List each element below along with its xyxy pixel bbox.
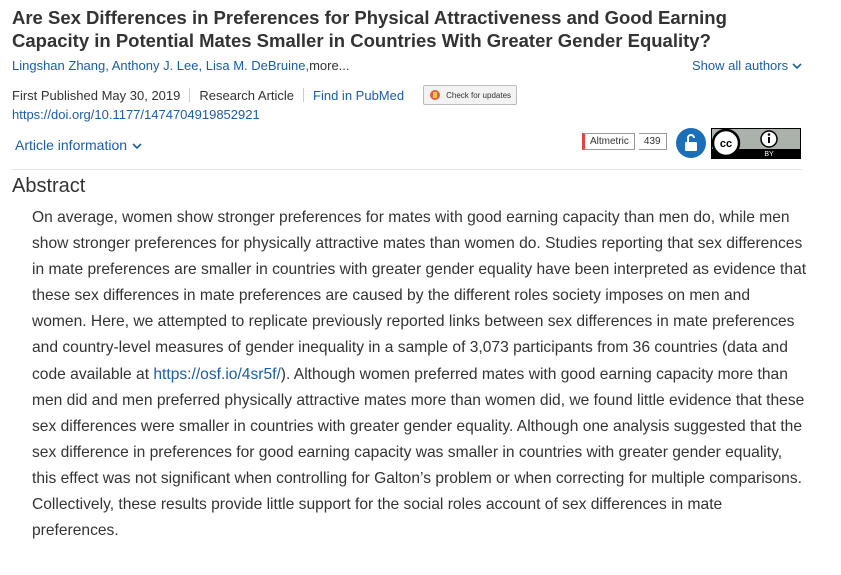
cc-by-badge: cc BY [711,128,801,159]
abstract-heading: Abstract [12,175,86,197]
check-label: Check for updates [446,90,512,100]
by-text: BY [764,151,774,158]
authors: Lingshan Zhang, Anthony J. Lee, Lisa M. … [12,58,350,73]
check-icon [430,90,441,100]
article-info-label[interactable]: Article information [15,137,128,153]
pubmed-link[interactable]: Find in PubMed [313,87,405,103]
show-all-authors[interactable]: Show all authors [692,58,802,73]
doi-link[interactable]: https://doi.org/10.1177/1474704919852921 [12,107,260,122]
show-all-label[interactable]: Show all authors [692,58,789,73]
author[interactable]: Lisa M. DeBruine, [205,58,310,73]
more[interactable]: more... [309,58,350,73]
article-type: Research Article [199,87,295,103]
meta-row: First Published May 30, 2019 Research Ar… [12,85,518,105]
published: First Published May 30, 2019 [12,87,181,103]
abstract-text: On average, women show stronger preferen… [32,205,807,544]
abstract-part: On average, women show stronger preferen… [32,209,807,383]
article-info[interactable]: Article information [15,137,143,153]
abstract-part: ). Although women preferred mates with g… [32,365,805,540]
author[interactable]: Lingshan Zhang, [12,58,109,73]
cc-text: cc [720,138,732,150]
altmetric-count: 439 [638,133,667,150]
altmetric[interactable]: Altmetric 439 [582,133,667,150]
chevron [792,63,802,70]
article-title: Are Sex Differences in Preferences for P… [12,7,727,51]
author[interactable]: Anthony J. Lee, [111,58,203,73]
osf-link[interactable]: https://osf.io/4sr5f/ [153,365,281,383]
altmetric-label: Altmetric [582,133,635,150]
open-access-icon [676,128,706,158]
check-updates[interactable]: Check for updates [423,85,518,105]
divider [12,169,802,170]
chevron [132,143,142,150]
